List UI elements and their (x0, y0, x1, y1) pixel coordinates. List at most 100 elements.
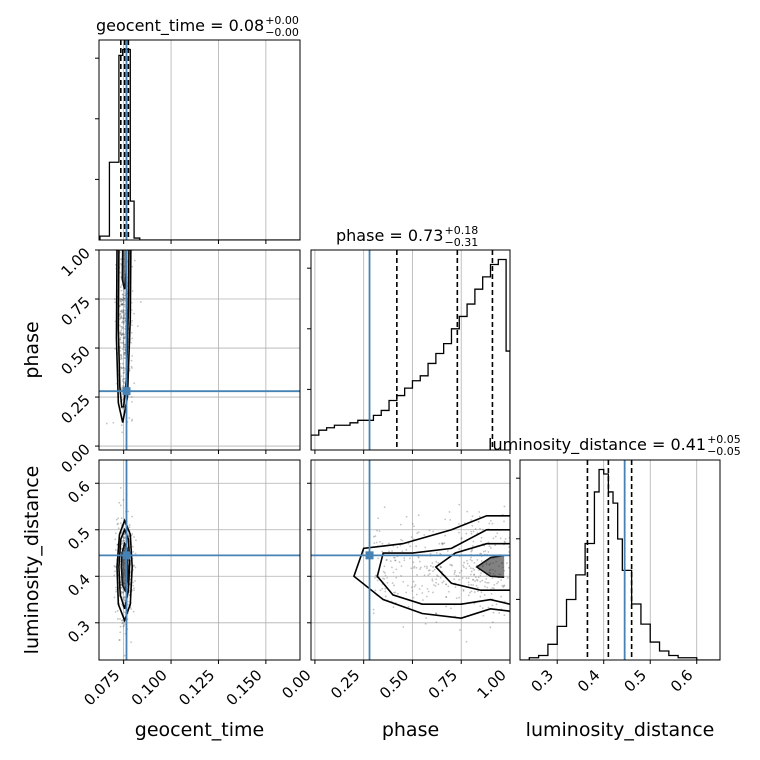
sample-point (394, 559, 397, 562)
contour-line (352, 515, 510, 619)
sample-point (493, 587, 495, 590)
sample-point (491, 604, 494, 607)
sample-point (130, 641, 132, 644)
sample-point (394, 591, 397, 594)
x-tick-label-luminosity_distance: 0.6 (667, 666, 697, 696)
sample-point (123, 316, 126, 319)
sample-point (112, 421, 115, 424)
sample-point (487, 606, 490, 609)
sample-point (123, 354, 126, 356)
sample-point (123, 297, 126, 300)
sample-point (121, 299, 124, 302)
sample-point (506, 562, 508, 564)
sample-point (384, 574, 387, 577)
sample-point (413, 525, 415, 528)
sample-point (121, 303, 124, 305)
sample-point (462, 589, 465, 592)
sample-point (119, 336, 122, 339)
title-phase: phase = 0.73 (336, 226, 443, 245)
sample-point (116, 523, 119, 526)
sample-point (432, 530, 434, 533)
sample-point (453, 573, 456, 576)
sample-point (492, 611, 495, 614)
sample-point (471, 549, 473, 552)
sample-point (127, 533, 129, 535)
sample-point (473, 561, 476, 564)
sample-point (115, 590, 118, 593)
sample-point (118, 639, 121, 641)
sample-point (472, 567, 474, 570)
sample-point (415, 593, 418, 596)
sample-point (482, 614, 485, 617)
sample-point (122, 342, 125, 345)
sample-point (395, 568, 398, 571)
sample-point (437, 575, 440, 578)
sample-point (382, 570, 385, 573)
sample-point (445, 596, 448, 599)
sample-point (122, 596, 125, 599)
sample-point (118, 318, 121, 320)
sample-point (124, 595, 126, 598)
sample-point (487, 581, 490, 584)
sample-point (480, 591, 483, 594)
contour-line (116, 518, 133, 623)
panel-frame (310, 459, 511, 661)
sample-point (120, 357, 123, 360)
sample-point (407, 542, 410, 545)
sample-point (120, 303, 123, 306)
sample-point (120, 300, 122, 303)
sample-point (412, 561, 415, 564)
sample-point (121, 334, 123, 337)
sample-point (120, 298, 123, 301)
sample-point (374, 589, 377, 592)
sample-point (124, 319, 126, 322)
x-tick-label-luminosity_distance: 0.4 (574, 666, 604, 696)
sample-point (121, 362, 124, 365)
contour-line (115, 250, 132, 423)
sample-point (119, 618, 121, 620)
sample-point (473, 569, 476, 571)
sample-point (480, 572, 482, 575)
sample-point (133, 259, 136, 262)
sample-point (121, 327, 123, 330)
sample-point (479, 605, 482, 608)
sample-point (120, 586, 123, 589)
sample-point (503, 505, 506, 508)
sample-point (474, 580, 477, 583)
sample-point (124, 297, 126, 300)
sample-point (121, 542, 124, 545)
sample-point (120, 583, 123, 586)
sample-point (425, 565, 428, 568)
sample-point (133, 312, 135, 315)
sample-point (114, 570, 116, 573)
sample-point (458, 578, 461, 581)
sample-point (119, 354, 122, 357)
sample-point (120, 367, 123, 369)
sample-point (384, 595, 387, 598)
sample-point (114, 538, 117, 541)
truth-marker (122, 387, 131, 396)
sample-point (119, 297, 122, 300)
sample-point (120, 303, 123, 306)
sample-point (440, 566, 443, 568)
sample-point (133, 564, 136, 567)
sample-point (386, 581, 389, 584)
sample-point (449, 519, 452, 521)
sample-point (122, 591, 125, 594)
sample-point (119, 338, 122, 341)
sample-point (131, 290, 134, 292)
sample-point (127, 510, 130, 513)
sample-point (488, 545, 491, 548)
sample-point (439, 576, 442, 579)
sample-point (427, 574, 430, 577)
sample-point (120, 310, 123, 313)
sample-point (119, 522, 122, 525)
sample-point (462, 566, 465, 569)
sample-point (121, 333, 124, 335)
sample-point (469, 591, 471, 594)
sample-point (139, 301, 142, 303)
sample-point (383, 565, 386, 568)
sample-point (372, 608, 375, 611)
sample-point (415, 566, 418, 569)
